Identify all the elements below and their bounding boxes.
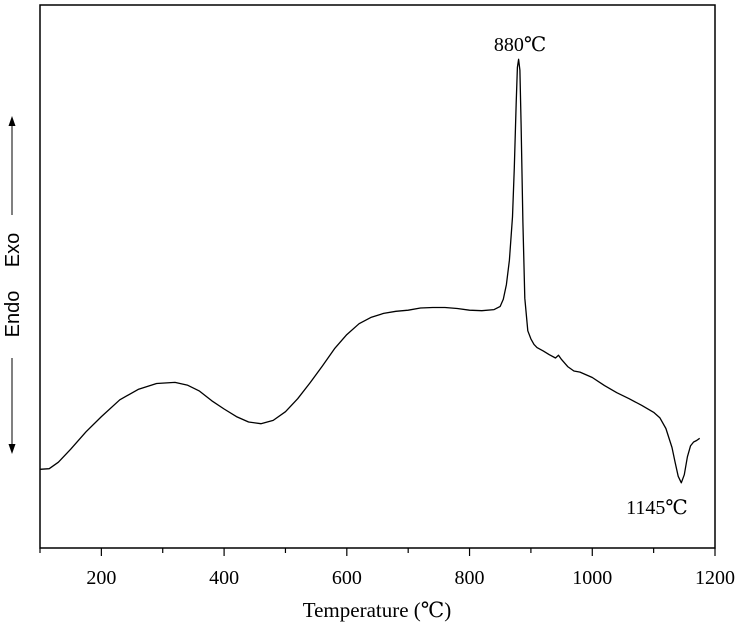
x-tick-label: 1200 <box>695 567 735 589</box>
endo-arrow-icon <box>8 444 16 454</box>
x-axis-label: Temperature (℃) <box>303 598 452 622</box>
valley-annotation-1145: 1145℃ <box>626 497 688 519</box>
exo-arrow-icon <box>8 116 16 126</box>
x-tick-label: 800 <box>455 567 485 589</box>
peak-annotation-880: 880℃ <box>494 34 546 56</box>
x-tick-label: 600 <box>332 567 362 589</box>
plot-frame <box>39 4 716 549</box>
x-tick-label: 1000 <box>572 567 612 589</box>
y-axis-label: Endo Exo <box>2 116 24 454</box>
x-tick-label: 400 <box>209 567 239 589</box>
dta-curve <box>39 58 701 484</box>
x-axis-ticks: 200 400 600 800 1000 1200 <box>39 548 735 589</box>
exo-label: Exo <box>2 233 24 267</box>
x-tick-label: 200 <box>86 567 116 589</box>
endo-label: Endo <box>2 291 24 338</box>
